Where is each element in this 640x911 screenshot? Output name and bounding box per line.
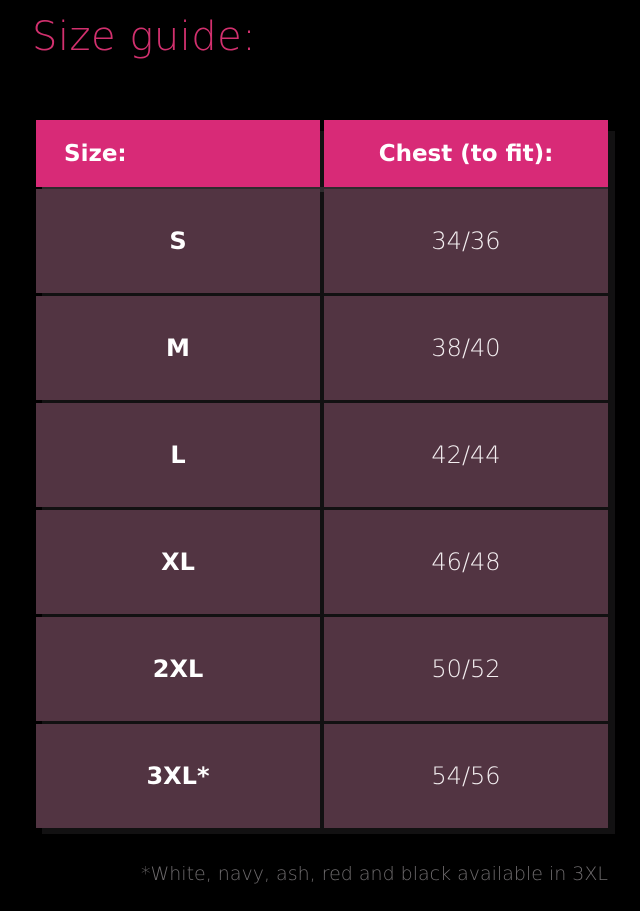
- chest-cell: 42/44: [324, 403, 608, 507]
- chest-cell: 50/52: [324, 617, 608, 721]
- footnote: *White, navy, ash, red and black availab…: [140, 863, 608, 885]
- size-cell: XL: [36, 510, 320, 614]
- size-cell: L: [36, 403, 320, 507]
- chest-cell: 38/40: [324, 296, 608, 400]
- header-chest: Chest (to fit):: [324, 120, 608, 187]
- size-cell: 3XL*: [36, 724, 320, 828]
- size-cell: M: [36, 296, 320, 400]
- chest-cell: 46/48: [324, 510, 608, 614]
- chest-cell: 54/56: [324, 724, 608, 828]
- size-cell: S: [36, 189, 320, 293]
- header-size: Size:: [36, 120, 320, 187]
- size-cell: 2XL: [36, 617, 320, 721]
- chest-cell: 34/36: [324, 189, 608, 293]
- page-title: Size guide:: [32, 14, 257, 60]
